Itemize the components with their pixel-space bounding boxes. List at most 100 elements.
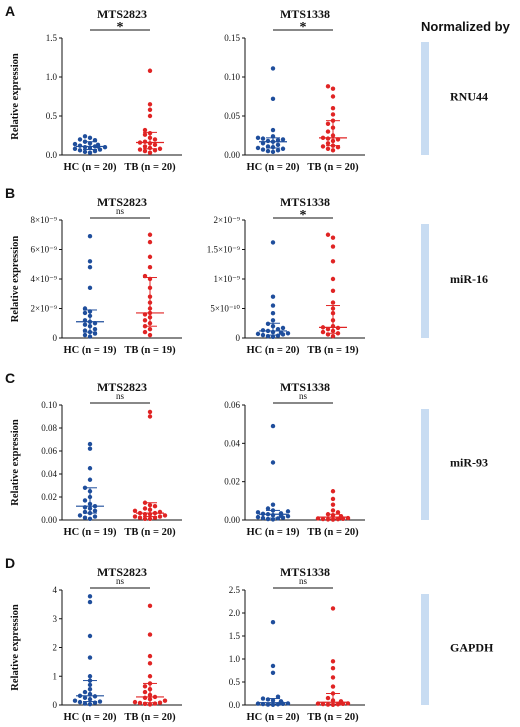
category-label: HC (n = 20) [64, 712, 117, 723]
panel-letter: D [5, 555, 15, 571]
category-label: HC (n = 20) [247, 162, 300, 173]
y-tick-label: 2×10⁻⁹ [31, 304, 57, 314]
data-point [82, 149, 88, 155]
data-point [330, 666, 336, 671]
data-point [260, 147, 266, 152]
normalizer-label: miR-93 [450, 456, 488, 470]
data-point [265, 697, 271, 702]
data-point [330, 300, 336, 305]
data-point [152, 701, 158, 706]
y-tick-label: 0.0 [229, 700, 241, 710]
data-point [270, 303, 276, 308]
data-point [87, 701, 93, 707]
data-point [82, 332, 88, 338]
data-point [270, 620, 276, 625]
y-tick-label: 0.5 [229, 677, 241, 687]
y-tick-label: 0 [53, 333, 58, 343]
data-point [260, 696, 266, 701]
y-tick-label: 2×10⁻⁹ [214, 215, 240, 225]
data-point [275, 142, 281, 148]
data-point [142, 689, 148, 695]
data-point [255, 701, 261, 706]
data-point [87, 599, 93, 605]
data-point [270, 96, 276, 102]
data-point [77, 148, 83, 153]
data-point [97, 147, 103, 152]
data-point [275, 333, 281, 338]
data-point [142, 684, 148, 689]
data-point [137, 515, 143, 520]
data-point [87, 334, 93, 339]
data-point [330, 334, 336, 339]
data-point [132, 699, 138, 705]
category-label: TB (n = 19) [124, 345, 176, 356]
y-tick-label: 0.00 [224, 150, 240, 160]
plot-title: MTS2823 [97, 380, 147, 394]
data-point [255, 510, 261, 515]
data-point [142, 329, 148, 335]
y-axis-label: Relative expression [10, 236, 21, 323]
data-point [330, 86, 336, 91]
data-point [77, 699, 83, 705]
data-point [147, 603, 153, 609]
plot-title: MTS2823 [97, 7, 147, 21]
data-point [320, 144, 326, 149]
data-point [87, 466, 93, 471]
data-point [147, 332, 153, 338]
y-tick-label: 8×10⁻⁹ [31, 215, 57, 225]
data-point [142, 144, 148, 149]
panel-letter: B [5, 185, 15, 201]
category-label: HC (n = 20) [64, 162, 117, 173]
data-point [142, 318, 148, 323]
data-point [77, 143, 83, 148]
y-axis-label: Relative expression [10, 419, 21, 506]
data-point [270, 423, 276, 429]
data-point [87, 655, 93, 660]
data-point [97, 699, 103, 704]
plot-title: MTS2823 [97, 565, 147, 579]
y-tick-label: 1 [53, 671, 58, 681]
y-tick-label: 0 [236, 333, 241, 343]
data-point [137, 700, 143, 706]
normalizer-label: GAPDH [450, 641, 494, 655]
normalizer-band [421, 42, 429, 155]
data-point [285, 513, 291, 519]
y-tick-label: 2 [53, 643, 58, 653]
plot-D-MTS1338: MTS1338 0.0 0.5 1.0 1.5 2.0 2.5 ns HC (n = 20) TB… [229, 565, 365, 723]
normalized-by-header: Normalized by [421, 19, 511, 34]
data-point [270, 502, 276, 507]
data-point [330, 148, 336, 153]
data-point [255, 145, 261, 151]
data-point [152, 137, 158, 142]
data-point [330, 259, 336, 264]
data-point [270, 670, 276, 675]
data-point [338, 699, 344, 704]
y-tick-label: 0.04 [224, 438, 240, 448]
data-point [320, 516, 326, 522]
data-point [147, 702, 153, 707]
y-tick-label: 2.0 [229, 608, 241, 618]
data-point [280, 146, 286, 151]
data-point [325, 146, 331, 151]
data-point [147, 107, 153, 112]
data-point [87, 150, 93, 155]
normalizer-band [421, 409, 429, 520]
data-point [325, 129, 331, 134]
data-point [82, 322, 88, 327]
data-point [77, 513, 83, 518]
data-point [270, 127, 276, 133]
y-tick-label: 0.00 [41, 515, 57, 525]
data-point [255, 135, 261, 141]
y-tick-label: 0.15 [224, 33, 240, 43]
data-point [280, 137, 286, 142]
data-point [142, 132, 148, 137]
significance-label: * [300, 208, 307, 223]
data-point [260, 515, 266, 521]
data-point [325, 84, 331, 89]
data-point [255, 331, 261, 337]
plot-title: MTS1338 [280, 7, 330, 21]
data-point [87, 135, 93, 141]
data-point [92, 508, 98, 513]
normalizer-label: miR-16 [450, 272, 488, 286]
data-point [265, 516, 271, 522]
